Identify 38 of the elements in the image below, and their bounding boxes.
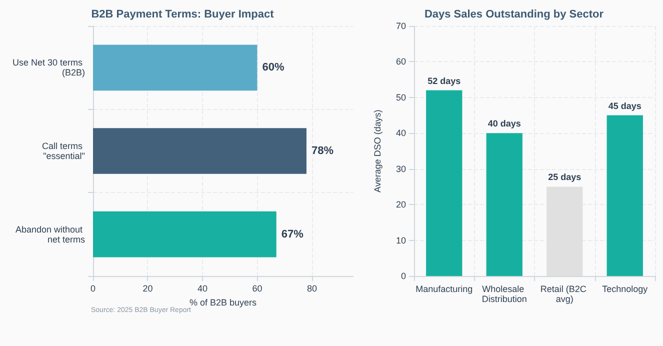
x-tick-label: Manufacturing	[416, 284, 473, 294]
chart-title: B2B Payment Terms: Buyer Impact	[91, 8, 274, 20]
bar	[606, 115, 643, 276]
y-tick-label: 30	[396, 164, 406, 174]
bar	[93, 211, 276, 258]
data-label: 52 days	[428, 76, 461, 86]
x-tick-label: 40	[197, 284, 208, 294]
y-tick-label: 50	[396, 92, 406, 102]
x-tick-label: 20	[142, 284, 153, 294]
data-label: 40 days	[488, 118, 521, 129]
data-label: 60%	[262, 62, 284, 74]
bar	[426, 90, 462, 276]
data-label: 25 days	[548, 172, 582, 182]
x-tick-label: 60	[252, 284, 262, 294]
x-tick-label: 0	[90, 284, 96, 294]
y-tick-label: Call terms "essential"	[42, 141, 85, 161]
x-tick-label: Retail (B2C avg)	[540, 284, 589, 304]
data-label: 45 days	[608, 100, 642, 111]
y-tick-label: 20	[396, 200, 406, 210]
x-tick-label: 80	[306, 284, 317, 294]
chart-title: Days Sales Outstanding by Sector	[424, 8, 604, 20]
y-axis-title: Average DSO (days)	[372, 110, 382, 192]
bar	[93, 128, 306, 174]
bar	[93, 44, 258, 91]
bar	[486, 133, 522, 276]
y-tick-label: Abandon without net terms	[15, 224, 86, 244]
data-label: 67%	[281, 228, 304, 240]
data-label: 78%	[311, 145, 334, 157]
x-tick-label: Wholesale Distribution	[482, 284, 527, 304]
y-tick-label: 60	[396, 56, 406, 67]
y-tick-label: 40	[396, 128, 406, 138]
bar	[546, 186, 583, 276]
y-tick-label: 70	[396, 21, 406, 31]
y-tick-label: 0	[400, 271, 406, 281]
x-tick-label: Technology	[602, 284, 648, 294]
y-tick-label: 10	[396, 235, 406, 246]
y-tick-label: Use Net 30 terms (B2B)	[12, 58, 85, 78]
x-axis-title: % of B2B buyers	[189, 298, 258, 308]
